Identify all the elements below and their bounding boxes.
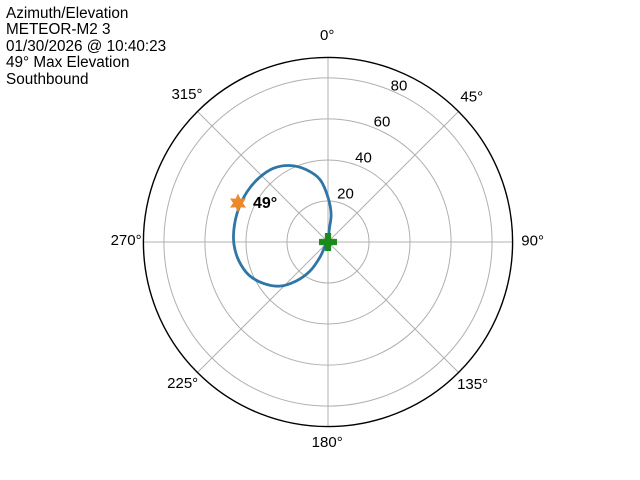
svg-text:49°: 49° xyxy=(253,195,277,212)
svg-text:45°: 45° xyxy=(460,88,483,105)
svg-text:180°: 180° xyxy=(312,434,343,451)
svg-text:60: 60 xyxy=(374,114,391,131)
svg-text:40: 40 xyxy=(355,150,372,167)
svg-text:80: 80 xyxy=(391,78,408,95)
svg-text:0°: 0° xyxy=(320,27,334,44)
svg-text:270°: 270° xyxy=(111,232,142,249)
svg-text:135°: 135° xyxy=(457,376,488,393)
svg-text:225°: 225° xyxy=(167,375,198,392)
svg-text:315°: 315° xyxy=(171,86,202,103)
svg-text:90°: 90° xyxy=(521,232,544,249)
svg-text:20: 20 xyxy=(337,186,354,203)
